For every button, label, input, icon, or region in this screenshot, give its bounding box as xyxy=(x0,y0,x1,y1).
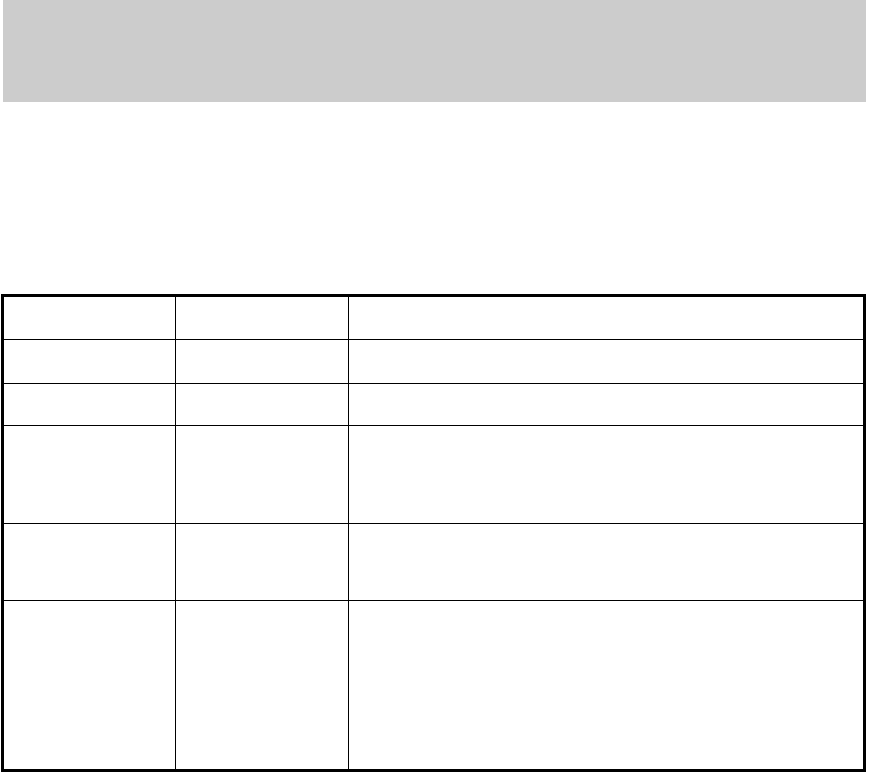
header-banner xyxy=(3,0,866,102)
table-border xyxy=(1,294,866,772)
table-grid xyxy=(3,296,864,770)
